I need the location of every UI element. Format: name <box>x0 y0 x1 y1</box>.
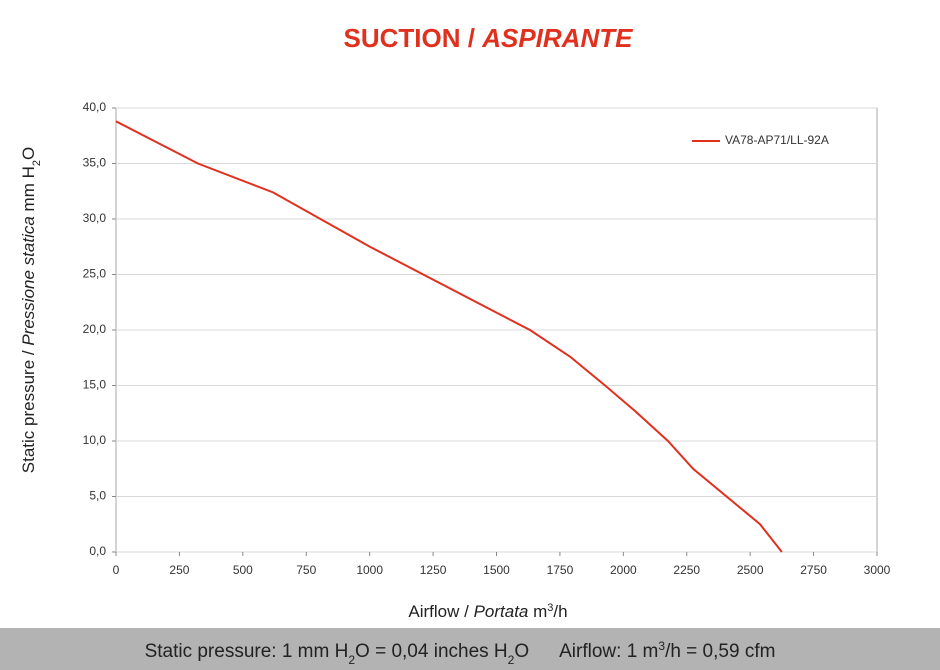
y-tick-label: 10,0 <box>83 433 107 447</box>
y-label-part: Static pressure / <box>19 350 38 473</box>
series-line <box>115 120 783 553</box>
footer-part: O = 0,04 inches H <box>355 641 508 662</box>
chart-title: SUCTION / ASPIRANTE <box>344 23 634 53</box>
x-tick-label: 500 <box>233 563 253 577</box>
x-tick-label: 1250 <box>420 563 447 577</box>
x-tick-label: 1500 <box>483 563 510 577</box>
y-label-part: mm H <box>19 166 38 211</box>
footer-part: O <box>514 641 529 662</box>
x-tick-label: 2750 <box>800 563 827 577</box>
footer-part: Airflow: 1 m <box>559 641 658 662</box>
y-tick-label: 20,0 <box>83 322 107 336</box>
x-tick-label: 0 <box>113 563 120 577</box>
x-tick-label: 2500 <box>737 563 764 577</box>
legend-label: VA78-AP71/LL-92A <box>725 133 829 147</box>
y-tick-label: 40,0 <box>83 100 107 114</box>
x-label-part: Portata <box>474 602 529 621</box>
footer-part: /h = 0,59 cfm <box>665 641 775 662</box>
x-label-part: m <box>533 602 547 621</box>
x-tick-label: 250 <box>169 563 189 577</box>
title-italic: ASPIRANTE <box>481 23 633 53</box>
y-tick-label: 25,0 <box>83 267 107 281</box>
y-tick-label: 5,0 <box>89 489 106 503</box>
y-label-part: 2 <box>31 160 43 166</box>
footer-part: Static pressure: 1 mm H <box>145 641 349 662</box>
y-label-part: Pressione statica <box>19 216 38 345</box>
x-tick-label: 1000 <box>356 563 383 577</box>
x-label-part: Airflow / <box>408 602 469 621</box>
x-tick-label: 2250 <box>673 563 700 577</box>
footer-note: Static pressure: 1 mm H2O = 0,04 inches … <box>145 639 776 667</box>
x-tick-label: 1750 <box>547 563 574 577</box>
x-tick-label: 3000 <box>864 563 891 577</box>
footer-band <box>0 628 940 670</box>
footer-part: 2 <box>508 653 515 667</box>
y-tick-label: 35,0 <box>83 156 107 170</box>
footer-part: 3 <box>658 639 665 653</box>
y-tick-label: 15,0 <box>83 378 107 392</box>
x-label-part: 3 <box>547 602 553 614</box>
y-tick-label: 30,0 <box>83 211 107 225</box>
title-main: SUCTION / <box>344 23 475 53</box>
x-tick-label: 2000 <box>610 563 637 577</box>
footer-part: 2 <box>348 653 355 667</box>
x-label-part: /h <box>553 602 567 621</box>
x-axis-label: Airflow / Portata m3/h <box>408 602 567 621</box>
y-tick-label: 0,0 <box>89 544 106 558</box>
x-tick-label: 750 <box>296 563 316 577</box>
y-label-part: O <box>19 147 38 160</box>
y-axis-label: Static pressure / Pressione statica mm H… <box>19 147 43 473</box>
